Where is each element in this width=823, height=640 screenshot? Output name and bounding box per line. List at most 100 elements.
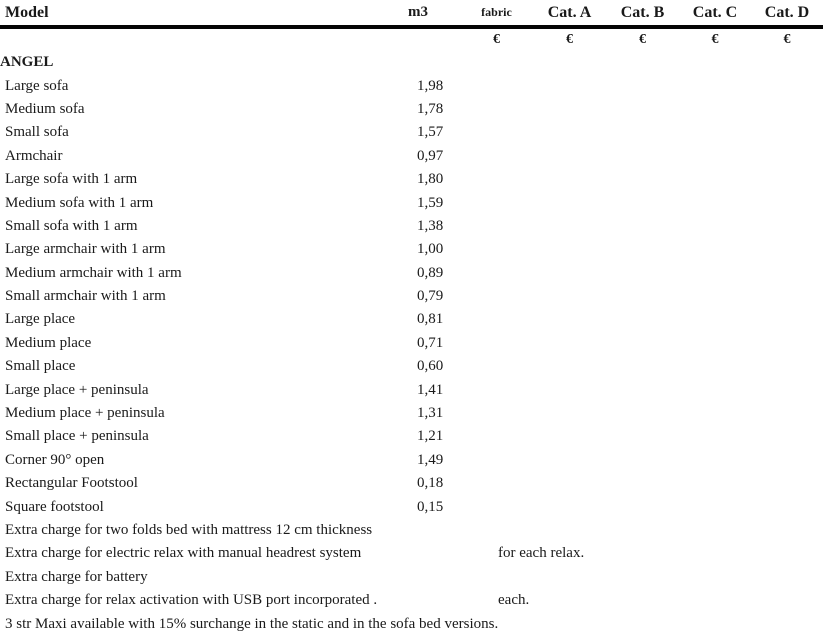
model-name: Medium place + peninsula <box>5 405 165 422</box>
m3-value: 1,57 <box>417 124 444 141</box>
section-row: ANGEL <box>0 51 823 74</box>
table-row: Small armchair with 1 arm 0,79 <box>0 285 823 308</box>
table-row: Medium sofa 1,78 <box>0 98 823 121</box>
currency-row: € € € € € <box>0 27 823 51</box>
table-row: Corner 90° open 1,49 <box>0 449 823 472</box>
price-cells <box>460 378 823 401</box>
note-text: Extra charge for two folds bed with matt… <box>5 522 373 538</box>
model-name: Corner 90° open <box>5 451 105 468</box>
m3-value: 0,89 <box>417 264 444 281</box>
m3-value: 0,79 <box>417 288 444 305</box>
table-row: Medium armchair with 1 arm 0,89 <box>0 262 823 285</box>
table-row: Large place + peninsula 1,41 <box>0 378 823 401</box>
table-row: Small place 0,60 <box>0 355 823 378</box>
table-row: Armchair 0,97 <box>0 145 823 168</box>
model-name: Large sofa <box>5 77 69 94</box>
euro-symbol-cat-a: € <box>566 32 573 47</box>
table-row: Large sofa 1,98 <box>0 74 823 97</box>
model-name: Armchair <box>5 147 63 164</box>
price-cells <box>460 285 823 308</box>
note-row: Extra charge for two folds bed with matt… <box>0 519 823 542</box>
model-name: Large place <box>5 311 76 328</box>
table-row: Small sofa with 1 arm 1,38 <box>0 215 823 238</box>
m3-value: 1,00 <box>417 241 444 258</box>
table-row: Rectangular Footstool 0,18 <box>0 472 823 495</box>
m3-value: 1,98 <box>417 77 444 94</box>
col-header-cat-d: Cat. D <box>751 0 823 29</box>
note-row: Extra charge for battery <box>0 566 823 589</box>
euro-symbol-cat-b: € <box>639 32 646 47</box>
price-cells <box>460 262 823 285</box>
m3-value: 0,15 <box>417 498 444 515</box>
note-suffix: for each relax. <box>498 545 585 562</box>
price-cells <box>460 145 823 168</box>
price-cells <box>460 425 823 448</box>
table-row: Medium sofa with 1 arm 1,59 <box>0 191 823 214</box>
price-cells <box>460 215 823 238</box>
m3-value: 0,97 <box>417 147 444 164</box>
m3-value: 1,78 <box>417 100 444 117</box>
note-text: Extra charge for relax activation with U… <box>5 592 378 609</box>
header-row: Model m3 fabric Cat. A Cat. B Cat. C Cat… <box>0 0 823 29</box>
section-title: ANGEL <box>0 54 54 71</box>
note-suffix-cell: each. <box>460 589 823 612</box>
m3-value: 1,80 <box>417 171 444 188</box>
col-header-m3: m3 <box>400 0 460 29</box>
model-name: Medium sofa <box>5 100 85 117</box>
price-cells <box>460 308 823 331</box>
model-name: Medium place <box>5 334 92 351</box>
price-cells <box>460 238 823 261</box>
note-text: Extra charge for electric relax with man… <box>5 545 362 562</box>
m3-value: 1,59 <box>417 194 444 211</box>
table-row: Small sofa 1,57 <box>0 121 823 144</box>
euro-symbol-cat-d: € <box>783 32 791 47</box>
m3-value: 1,49 <box>417 451 444 468</box>
col-header-cat-a: Cat. A <box>533 0 606 29</box>
col-header-cat-c: Cat. C <box>679 0 751 29</box>
m3-value: 0,18 <box>417 475 444 492</box>
model-name: Square footstool <box>5 498 104 515</box>
table-row: Medium place 0,71 <box>0 332 823 355</box>
col-header-model: Model <box>0 0 400 29</box>
m3-value: 1,41 <box>417 381 444 398</box>
price-cells <box>460 191 823 214</box>
price-cells <box>460 74 823 97</box>
price-cells <box>460 98 823 121</box>
table-row: Square footstool 0,15 <box>0 495 823 518</box>
note-row: Extra charge for electric relax with man… <box>0 542 823 565</box>
model-name: Large armchair with 1 arm <box>5 241 166 258</box>
price-cells <box>460 495 823 518</box>
price-cells <box>460 449 823 472</box>
m3-value: 1,21 <box>417 428 444 445</box>
note-suffix-cell: for each relax. <box>460 542 823 565</box>
m3-value: 1,38 <box>417 217 444 234</box>
price-cells <box>460 472 823 495</box>
note-row: Extra charge for relax activation with U… <box>0 589 823 612</box>
table-row: Large armchair with 1 arm 1,00 <box>0 238 823 261</box>
model-name: Medium sofa with 1 arm <box>5 194 154 211</box>
note-suffix: each. <box>498 592 530 609</box>
table-row: Small place + peninsula 1,21 <box>0 425 823 448</box>
model-name: Large sofa with 1 arm <box>5 171 138 188</box>
model-name: Small sofa with 1 arm <box>5 217 138 234</box>
table-row: Large sofa with 1 arm 1,80 <box>0 168 823 191</box>
col-header-cat-b: Cat. B <box>606 0 679 29</box>
price-cells <box>460 121 823 144</box>
price-cells <box>460 168 823 191</box>
model-name: Rectangular Footstool <box>5 475 138 492</box>
note-text: Extra charge for battery <box>5 568 148 585</box>
price-cells <box>460 355 823 378</box>
m3-value: 0,81 <box>417 311 444 328</box>
model-name: Large place + peninsula <box>5 381 149 398</box>
note-text: 3 str Maxi available with 15% surchange … <box>5 615 499 632</box>
model-name: Small place <box>5 358 76 375</box>
price-cells <box>460 332 823 355</box>
model-name: Small sofa <box>5 124 69 141</box>
model-name: Small place + peninsula <box>5 428 149 445</box>
col-header-fabric: fabric <box>460 0 533 29</box>
table-row: Large place 0,81 <box>0 308 823 331</box>
table-row: Medium place + peninsula 1,31 <box>0 402 823 425</box>
model-name: Small armchair with 1 arm <box>5 288 166 305</box>
euro-symbol-cat-c: € <box>711 32 719 47</box>
